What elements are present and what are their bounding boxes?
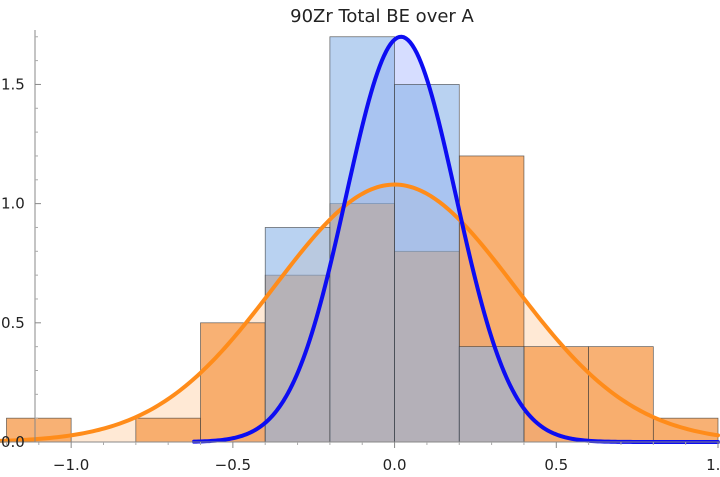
histogram-2-bar — [264, 227, 331, 443]
axes: −1.0 −0.5 0.0 0.5 1.0 0.0 0.5 1.0 1.5 — [0, 30, 720, 474]
x-tick-label: 0.5 — [544, 456, 568, 472]
y-tick-label: 0.5 — [1, 314, 25, 332]
histogram-2-bar — [329, 36, 395, 443]
x-tick-label: −1.0 — [53, 456, 89, 472]
histogram-2-bar — [394, 84, 460, 443]
plot-area — [0, 34, 720, 444]
density-curve-1 — [0, 182, 720, 443]
y-tick-label: 1.5 — [1, 75, 25, 93]
x-tick-label: 0.0 — [383, 456, 407, 472]
x-tick-label: −0.5 — [215, 456, 251, 472]
y-tick-label: 0.0 — [1, 433, 25, 451]
histogram-1-bar — [200, 322, 266, 443]
histogram-1-bar — [588, 346, 654, 443]
y-tick-label: 1.0 — [1, 195, 25, 213]
x-tick-label: 1.0 — [706, 456, 720, 472]
chart-title: 90Zr Total BE over A — [290, 6, 474, 27]
histogram-1-bar — [135, 417, 201, 443]
